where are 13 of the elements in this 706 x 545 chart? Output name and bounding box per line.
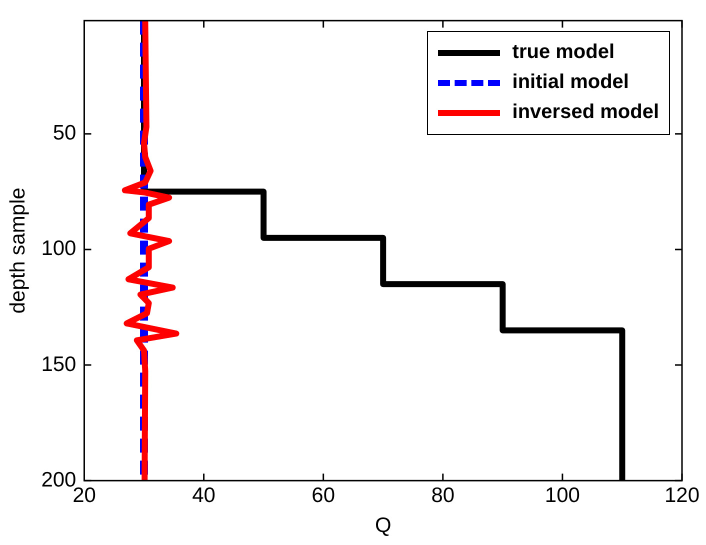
y-axis-title: depth sample [6,188,30,314]
x-axis-title: Q [374,514,392,538]
x-tick-label: 80 [431,484,455,507]
x-tick-label: 40 [192,484,216,507]
legend-label: initial model [512,71,629,94]
x-tick-label: 120 [664,484,700,507]
legend-label: inversed model [512,101,659,124]
x-tick-label: 60 [312,484,336,507]
y-tick-label: 50 [52,122,76,145]
x-tick-label: 100 [544,484,580,507]
y-tick-label: 150 [41,352,76,376]
y-tick-label: 100 [41,237,76,260]
legend-label: true model [512,41,615,64]
